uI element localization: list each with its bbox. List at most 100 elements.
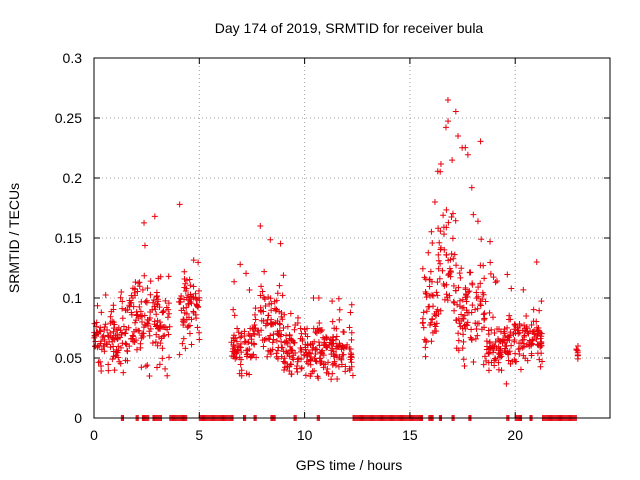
- data-point: [120, 323, 127, 330]
- data-points: [91, 97, 581, 421]
- data-point: [117, 294, 124, 301]
- data-point: [188, 341, 195, 348]
- data-point: [274, 318, 281, 325]
- data-point: [231, 337, 238, 344]
- data-point: [432, 323, 439, 330]
- data-point: [177, 295, 184, 302]
- data-point: [147, 291, 154, 298]
- data-point: [490, 274, 497, 281]
- data-point: [338, 361, 345, 368]
- data-point: [162, 297, 169, 304]
- data-point: [196, 329, 203, 336]
- data-point: [175, 298, 182, 305]
- data-point: [157, 273, 164, 280]
- data-point: [107, 344, 114, 351]
- data-point: [261, 336, 268, 343]
- data-point: [516, 329, 523, 336]
- data-point: [183, 294, 190, 301]
- data-point: [190, 309, 197, 316]
- data-point: [284, 323, 291, 330]
- data-point: [460, 304, 467, 311]
- data-point: [100, 332, 107, 339]
- data-point: [462, 286, 469, 293]
- data-point: [323, 335, 330, 342]
- data-point: [469, 281, 476, 288]
- data-point: [146, 373, 153, 380]
- data-point: [539, 358, 546, 365]
- data-point: [348, 359, 355, 366]
- data-point: [419, 320, 426, 327]
- data-point: [461, 363, 468, 370]
- data-point: [448, 250, 455, 257]
- data-point: [433, 289, 440, 296]
- data-point: [497, 328, 504, 335]
- data-point: [98, 309, 105, 316]
- data-point: [283, 348, 290, 355]
- data-point: [233, 338, 240, 345]
- data-point: [111, 367, 118, 374]
- data-point: [141, 242, 148, 249]
- data-point: [346, 345, 353, 352]
- data-point: [477, 138, 484, 145]
- data-point: [302, 372, 309, 379]
- data-point: [250, 340, 257, 347]
- data-point: [445, 257, 452, 264]
- data-point: [122, 330, 129, 337]
- data-point: [455, 330, 462, 337]
- data-point: [427, 319, 434, 326]
- data-point: [265, 347, 272, 354]
- data-point: [530, 318, 537, 325]
- data-point: [238, 333, 245, 340]
- data-point: [276, 282, 283, 289]
- data-point: [102, 321, 109, 328]
- x-axis-label: GPS time / hours: [296, 457, 403, 473]
- data-point: [312, 329, 319, 336]
- x-tick-label: 20: [507, 427, 523, 443]
- data-point: [493, 278, 500, 285]
- data-point: [329, 370, 336, 377]
- data-point: [536, 307, 543, 314]
- data-point: [348, 329, 355, 336]
- data-point: [425, 249, 432, 256]
- data-point: [307, 350, 314, 357]
- data-point: [153, 311, 160, 318]
- data-point: [144, 285, 151, 292]
- data-point: [252, 316, 259, 323]
- data-point: [291, 326, 298, 333]
- data-point: [138, 298, 145, 305]
- data-point: [469, 302, 476, 309]
- data-point: [435, 257, 442, 264]
- data-point: [449, 235, 456, 242]
- data-point: [480, 291, 487, 298]
- data-point: [186, 330, 193, 337]
- data-point: [237, 361, 244, 368]
- data-point: [421, 336, 428, 343]
- data-point: [262, 322, 269, 329]
- data-point: [134, 311, 141, 318]
- data-point: [235, 329, 242, 336]
- data-point: [312, 357, 319, 364]
- data-point: [472, 306, 479, 313]
- data-point: [116, 358, 123, 365]
- data-point: [468, 326, 475, 333]
- data-point: [496, 351, 503, 358]
- data-point: [452, 108, 459, 115]
- data-point: [328, 347, 335, 354]
- data-point: [335, 295, 342, 302]
- data-point: [333, 333, 340, 340]
- data-point: [139, 312, 146, 319]
- data-point: [150, 297, 157, 304]
- data-point: [94, 344, 101, 351]
- data-point: [110, 343, 117, 350]
- data-point: [504, 271, 511, 278]
- data-point: [422, 353, 429, 360]
- data-point: [321, 339, 328, 346]
- data-point: [269, 346, 276, 353]
- data-point: [266, 336, 273, 343]
- data-point: [337, 342, 344, 349]
- data-point: [234, 325, 241, 332]
- data-point: [107, 330, 114, 337]
- data-point: [129, 332, 136, 339]
- data-point: [244, 350, 251, 357]
- data-point: [450, 282, 457, 289]
